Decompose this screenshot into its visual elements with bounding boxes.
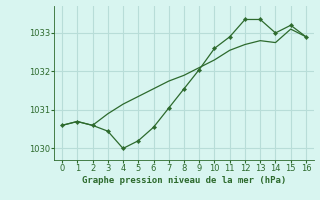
X-axis label: Graphe pression niveau de la mer (hPa): Graphe pression niveau de la mer (hPa) [82, 176, 286, 185]
